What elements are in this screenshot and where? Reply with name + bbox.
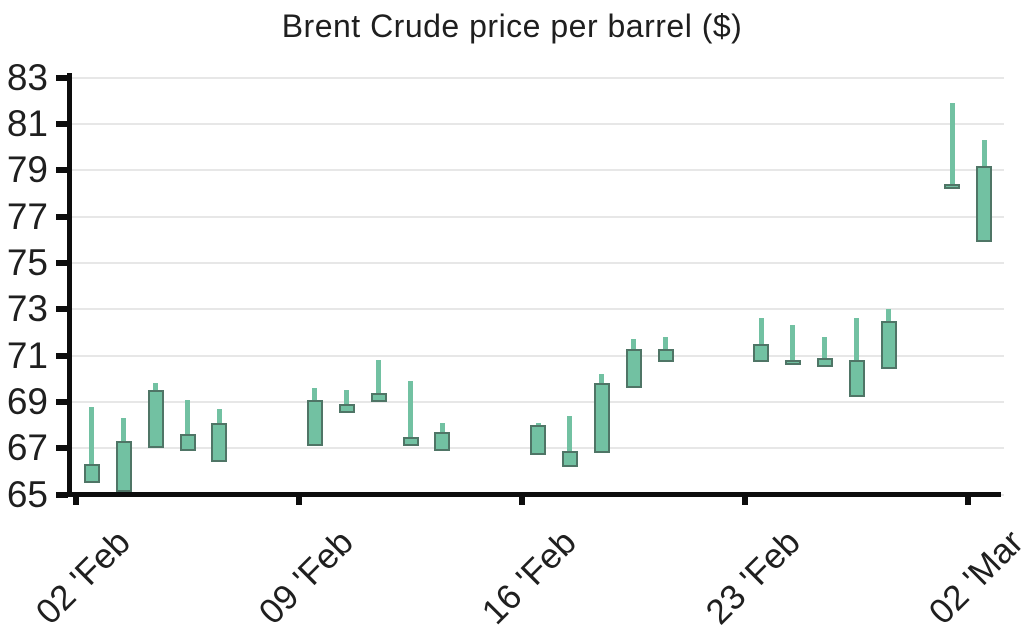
candle-body <box>753 343 770 363</box>
candle-wick <box>89 406 95 483</box>
y-axis-line <box>67 73 72 497</box>
candle-body <box>848 360 865 398</box>
gridline <box>68 122 1004 125</box>
x-tick-label: 16 'Feb <box>474 522 585 632</box>
x-tick-label: 23 'Feb <box>697 522 808 632</box>
gridline <box>68 215 1004 218</box>
gridline <box>68 76 1004 79</box>
candle-body <box>880 320 897 370</box>
y-tick-label: 71 <box>6 334 48 376</box>
x-tick-label: 02 'Mar <box>921 522 1024 632</box>
candle-wick <box>408 381 414 446</box>
candle-body <box>976 165 993 242</box>
candle-body <box>625 348 642 388</box>
chart-title: Brent Crude price per barrel ($) <box>281 8 743 44</box>
y-tick-label: 67 <box>6 427 48 469</box>
x-tick <box>519 496 526 505</box>
y-tick-label: 79 <box>6 149 48 191</box>
y-tick <box>56 213 68 220</box>
candle-wick <box>854 318 860 398</box>
candle-body <box>211 422 228 463</box>
candle-wick <box>567 415 573 467</box>
candle-body <box>115 441 132 493</box>
gridline <box>68 169 1004 172</box>
x-tick-label: 02 'Feb <box>28 522 139 632</box>
candle-wick <box>949 102 955 189</box>
x-tick <box>742 496 749 505</box>
candle-body <box>657 348 674 363</box>
candle-body <box>179 434 196 451</box>
candle-body <box>306 399 323 446</box>
y-tick <box>56 167 68 174</box>
candle-wick <box>822 337 828 368</box>
y-tick <box>56 445 68 452</box>
gridline <box>68 308 1004 311</box>
candle-body <box>593 383 610 453</box>
candle-wick <box>344 390 350 414</box>
candle-body <box>530 425 547 456</box>
y-tick-label: 83 <box>6 56 48 98</box>
y-tick-label: 75 <box>6 241 48 283</box>
y-tick <box>56 352 68 359</box>
candle-wick <box>185 399 191 451</box>
y-tick-label: 81 <box>6 102 48 144</box>
candle-wick <box>790 325 796 363</box>
y-tick-label: 69 <box>6 380 48 422</box>
candle-wick <box>376 360 382 402</box>
candle-body <box>784 360 801 366</box>
candle-body <box>561 450 578 467</box>
x-tick-label: 09 'Feb <box>251 522 362 632</box>
y-tick-label: 73 <box>6 288 48 330</box>
gridline <box>68 354 1004 357</box>
candle-body <box>402 436 419 446</box>
candle-body <box>816 357 833 368</box>
x-tick <box>73 496 79 505</box>
x-axis-line <box>66 492 1001 497</box>
candle-wick <box>758 318 764 363</box>
y-tick <box>56 259 68 266</box>
y-tick <box>56 120 68 127</box>
y-tick <box>56 306 68 313</box>
x-tick <box>965 496 972 505</box>
candle-body <box>370 392 387 402</box>
candle-body <box>434 432 451 451</box>
y-tick <box>56 398 68 405</box>
candle-body <box>944 184 961 190</box>
gridline <box>68 261 1004 264</box>
x-tick <box>296 496 303 505</box>
y-tick-label: 65 <box>6 473 48 515</box>
candle-body <box>83 464 100 483</box>
gridline <box>68 400 1004 403</box>
y-tick-label: 77 <box>6 195 48 237</box>
candle-body <box>147 390 164 449</box>
y-tick <box>56 74 68 81</box>
candle-body <box>338 404 355 414</box>
y-tick <box>56 491 68 498</box>
